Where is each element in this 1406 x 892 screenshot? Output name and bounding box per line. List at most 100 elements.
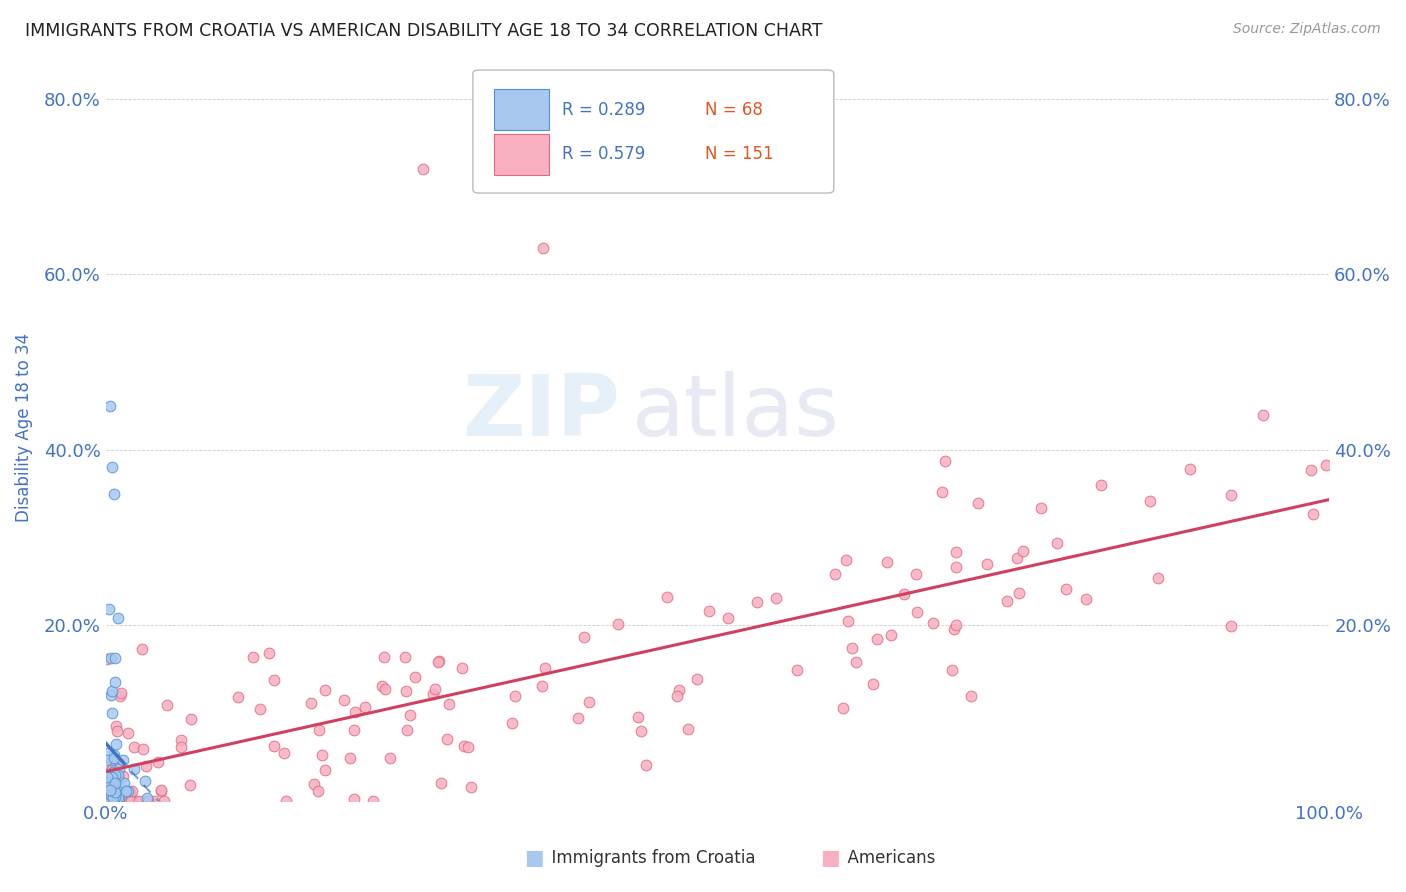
- Text: N = 151: N = 151: [706, 145, 773, 163]
- Point: [103, 793, 125, 807]
- Point: [179, 778, 201, 792]
- Text: IMMIGRANTS FROM CROATIA VS AMERICAN DISABILITY AGE 18 TO 34 CORRELATION CHART: IMMIGRANTS FROM CROATIA VS AMERICAN DISA…: [25, 22, 823, 40]
- Point: [686, 673, 709, 687]
- Point: [1301, 463, 1323, 477]
- Text: ■: ■: [820, 848, 839, 868]
- Point: [98, 781, 121, 796]
- Point: [378, 751, 401, 765]
- Point: [1139, 494, 1161, 508]
- Point: [104, 789, 127, 804]
- Point: [422, 687, 444, 701]
- Point: [460, 780, 482, 794]
- Point: [98, 785, 121, 799]
- Point: [697, 604, 720, 618]
- Point: [394, 650, 416, 665]
- Point: [110, 787, 132, 801]
- Point: [104, 737, 127, 751]
- Point: [578, 695, 600, 709]
- Point: [117, 726, 139, 740]
- Point: [96, 790, 118, 805]
- Point: [437, 697, 460, 711]
- Point: [922, 615, 945, 630]
- Point: [98, 765, 121, 780]
- Point: [430, 776, 453, 790]
- Point: [101, 706, 124, 720]
- Point: [945, 545, 967, 559]
- Point: [96, 789, 118, 803]
- Point: [314, 764, 336, 778]
- Point: [1147, 571, 1170, 585]
- Point: [117, 794, 139, 808]
- Point: [824, 566, 846, 581]
- Point: [841, 640, 863, 655]
- Point: [120, 794, 142, 808]
- Point: [105, 718, 128, 732]
- Point: [180, 713, 202, 727]
- Point: [103, 486, 125, 500]
- Point: [311, 748, 333, 763]
- Point: [893, 587, 915, 601]
- Text: N = 68: N = 68: [706, 101, 763, 119]
- FancyBboxPatch shape: [494, 89, 548, 130]
- Point: [837, 614, 859, 628]
- Point: [299, 696, 322, 710]
- Point: [396, 723, 419, 737]
- Point: [308, 723, 330, 738]
- Point: [98, 780, 121, 795]
- Point: [302, 777, 325, 791]
- Point: [1029, 500, 1052, 515]
- Point: [995, 594, 1018, 608]
- Point: [98, 399, 121, 413]
- Point: [655, 590, 678, 604]
- Point: [103, 765, 125, 780]
- Point: [1008, 586, 1031, 600]
- Point: [104, 773, 127, 788]
- Point: [273, 746, 295, 760]
- Point: [457, 739, 479, 754]
- Point: [630, 723, 652, 738]
- Point: [665, 689, 688, 703]
- Text: ZIP: ZIP: [463, 371, 620, 454]
- Point: [98, 791, 121, 805]
- Point: [880, 628, 903, 642]
- Point: [107, 610, 129, 624]
- Point: [274, 794, 297, 808]
- Point: [138, 794, 160, 808]
- Point: [425, 682, 447, 697]
- Point: [374, 682, 396, 697]
- Point: [845, 655, 868, 669]
- Point: [905, 567, 928, 582]
- Point: [1315, 458, 1337, 472]
- Point: [118, 794, 141, 808]
- Point: [125, 794, 148, 808]
- Point: [112, 776, 135, 790]
- Point: [110, 690, 132, 704]
- Point: [530, 679, 553, 693]
- Point: [170, 733, 193, 747]
- Point: [263, 739, 285, 753]
- Text: Americans: Americans: [837, 849, 935, 867]
- Point: [668, 683, 690, 698]
- Text: atlas: atlas: [631, 371, 839, 454]
- Point: [134, 774, 156, 789]
- Point: [257, 646, 280, 660]
- Text: R = 0.289: R = 0.289: [562, 101, 645, 119]
- Point: [98, 602, 121, 616]
- Point: [131, 642, 153, 657]
- Point: [97, 776, 120, 790]
- Point: [314, 683, 336, 698]
- Point: [104, 768, 127, 782]
- Point: [343, 792, 366, 806]
- Point: [96, 794, 118, 808]
- Point: [107, 778, 129, 792]
- Point: [136, 794, 159, 808]
- Point: [103, 751, 125, 765]
- Point: [100, 651, 122, 665]
- Point: [361, 794, 384, 808]
- Point: [97, 772, 120, 787]
- Point: [339, 750, 361, 764]
- Point: [110, 686, 132, 700]
- Point: [128, 794, 150, 808]
- Point: [905, 606, 928, 620]
- Point: [117, 784, 139, 798]
